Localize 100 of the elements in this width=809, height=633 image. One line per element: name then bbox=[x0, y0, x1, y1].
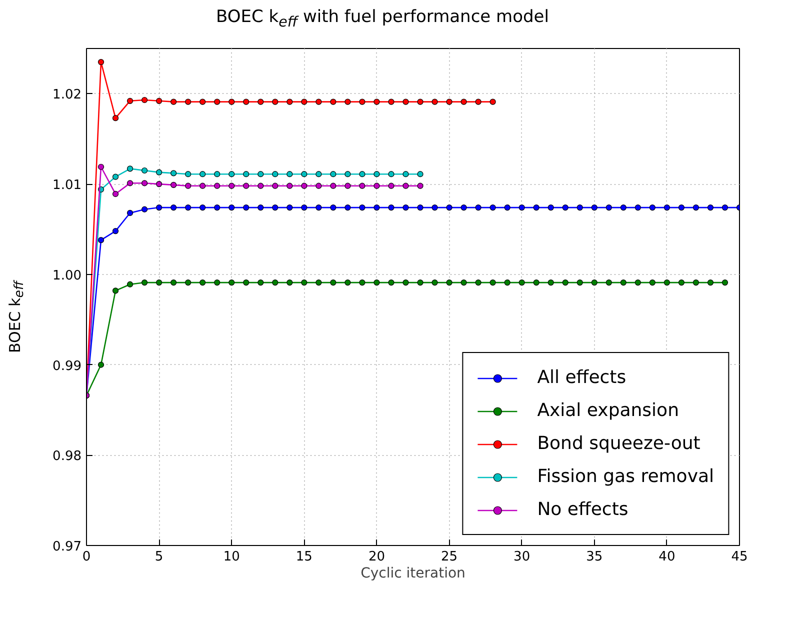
point bbox=[156, 204, 162, 211]
point bbox=[374, 204, 380, 211]
point bbox=[518, 279, 525, 286]
point bbox=[112, 288, 119, 294]
point bbox=[286, 98, 293, 105]
x-tick-label: 45 bbox=[731, 550, 748, 564]
point bbox=[258, 171, 264, 178]
point bbox=[286, 279, 293, 286]
point bbox=[388, 171, 394, 178]
point bbox=[156, 98, 162, 104]
point bbox=[490, 204, 496, 211]
point bbox=[112, 190, 119, 198]
point bbox=[243, 98, 250, 105]
point bbox=[316, 171, 322, 178]
point bbox=[243, 182, 250, 189]
point bbox=[504, 204, 510, 211]
point bbox=[272, 279, 278, 286]
point bbox=[388, 98, 394, 105]
point bbox=[330, 171, 336, 178]
point bbox=[344, 182, 351, 189]
point bbox=[504, 279, 510, 286]
point bbox=[214, 171, 220, 178]
point bbox=[170, 170, 177, 176]
point bbox=[330, 182, 336, 189]
point bbox=[112, 228, 119, 234]
point bbox=[374, 171, 380, 178]
x-tick-label: 30 bbox=[514, 550, 530, 564]
point bbox=[214, 182, 220, 189]
point bbox=[185, 171, 192, 178]
point bbox=[475, 204, 482, 211]
point bbox=[141, 279, 148, 286]
point bbox=[649, 204, 656, 211]
point bbox=[692, 204, 700, 211]
point bbox=[591, 279, 598, 286]
point bbox=[620, 204, 626, 211]
point bbox=[359, 204, 366, 211]
point bbox=[432, 204, 438, 211]
point bbox=[606, 279, 612, 286]
point bbox=[664, 204, 670, 211]
point bbox=[518, 204, 525, 211]
point bbox=[417, 98, 424, 105]
point bbox=[112, 115, 119, 122]
point bbox=[620, 279, 626, 286]
point bbox=[98, 237, 104, 244]
point bbox=[330, 98, 336, 105]
x-axis-title: Cyclic iteration bbox=[360, 566, 466, 582]
point bbox=[200, 279, 206, 286]
point bbox=[475, 279, 482, 286]
point bbox=[228, 204, 235, 211]
point bbox=[446, 98, 452, 105]
point bbox=[359, 171, 366, 178]
point bbox=[533, 279, 540, 286]
point bbox=[388, 279, 394, 286]
point bbox=[286, 171, 293, 178]
point bbox=[126, 180, 134, 186]
point bbox=[359, 98, 366, 105]
point bbox=[156, 169, 162, 176]
y-tick-label: 1.02 bbox=[52, 88, 82, 103]
point bbox=[228, 98, 235, 105]
y-tick-label: 0.99 bbox=[52, 358, 82, 374]
x-tick-label: 25 bbox=[441, 550, 458, 564]
point bbox=[417, 204, 424, 211]
point bbox=[141, 96, 148, 104]
point bbox=[185, 279, 192, 286]
point bbox=[722, 204, 728, 211]
point bbox=[634, 204, 641, 211]
point bbox=[200, 98, 206, 105]
point bbox=[402, 204, 409, 211]
point bbox=[460, 204, 467, 211]
point bbox=[417, 171, 424, 178]
legend-label: Bond squeeze-out bbox=[537, 433, 700, 454]
x-tick-label: 5 bbox=[154, 550, 164, 564]
point bbox=[126, 166, 134, 172]
point bbox=[243, 204, 250, 211]
point bbox=[141, 180, 148, 186]
point bbox=[707, 204, 714, 211]
x-tick-label: 40 bbox=[658, 550, 676, 564]
point bbox=[98, 362, 104, 368]
x-tick-label: 15 bbox=[296, 550, 312, 564]
point bbox=[388, 204, 394, 211]
point bbox=[200, 171, 206, 178]
point bbox=[475, 98, 482, 105]
point bbox=[228, 182, 235, 189]
legend-label: Axial expansion bbox=[537, 400, 679, 421]
x-tick-label: 0 bbox=[82, 550, 91, 564]
point bbox=[170, 279, 177, 286]
point bbox=[344, 204, 351, 211]
point bbox=[678, 279, 685, 286]
point bbox=[200, 204, 206, 211]
point bbox=[272, 182, 278, 189]
point bbox=[170, 98, 177, 105]
point bbox=[417, 279, 424, 286]
point bbox=[301, 279, 308, 286]
chart-title: BOEC k$_{eff}$ with fuel performance model bbox=[216, 6, 549, 32]
point bbox=[330, 279, 336, 286]
point bbox=[649, 279, 656, 286]
point bbox=[126, 98, 134, 104]
point bbox=[591, 204, 598, 211]
point bbox=[446, 204, 452, 211]
point bbox=[548, 204, 554, 211]
